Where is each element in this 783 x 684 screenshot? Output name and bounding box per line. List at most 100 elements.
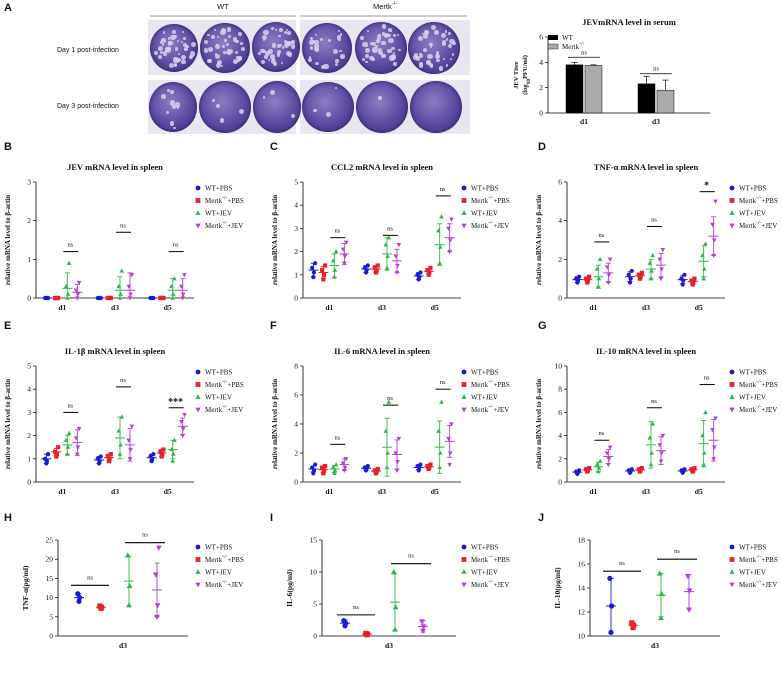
plaque (417, 35, 424, 42)
row-label-day3: Day 3 post-infection (57, 103, 119, 110)
marker-wt-jev (383, 242, 389, 247)
marker-wt-jev (647, 435, 653, 440)
marker-wt-jev (729, 394, 735, 399)
marker-wt-pbs (729, 369, 735, 375)
legend-label: WT+PBS (739, 369, 766, 377)
panel-letter: H (4, 512, 12, 524)
chart-title: IL-1β mRNA level in spleen (65, 346, 166, 356)
marker-wt-jev (700, 252, 705, 258)
plaque (442, 41, 447, 47)
legend-label: Mertk-/-+PBS (739, 379, 778, 389)
y-tick-label: 1 (294, 270, 298, 279)
plaque (279, 43, 283, 47)
marker-wt-jev (649, 268, 654, 273)
plaque (268, 48, 274, 54)
marker-wt-pbs (607, 575, 613, 582)
plaque (431, 24, 437, 30)
marker-wt-pbs (98, 454, 103, 459)
plaque (276, 53, 281, 57)
marker-ko-pbs (54, 452, 60, 457)
marker-ko-jev (340, 247, 346, 252)
y-tick-label: 16 (578, 560, 586, 569)
y-tick-label: 15 (310, 536, 318, 545)
y-axis-label: JEV Titer (513, 61, 520, 89)
panel-letter: C (270, 141, 278, 153)
marker-ko-pbs (587, 465, 592, 471)
marker-wt-jev (332, 274, 337, 279)
marker-ko-jev (660, 433, 666, 439)
plaque (419, 53, 424, 58)
marker-wt-pbs (76, 598, 82, 605)
plaque (315, 61, 319, 66)
marker-wt-jev (597, 256, 603, 262)
x-tick-label: d5 (431, 487, 439, 496)
plaque (178, 53, 181, 56)
marker-wt-jev (330, 258, 336, 263)
marker-ko-jev (729, 223, 735, 229)
marker-wt-pbs (680, 282, 685, 287)
legend-label: Mertk-/-+JEV (205, 220, 243, 230)
marker-ko-jev (129, 424, 135, 429)
marker-wt-jev (648, 276, 654, 281)
y-tick-label: 10 (578, 632, 586, 641)
significance-label: ns (651, 398, 657, 405)
marker-wt-pbs (577, 468, 582, 473)
marker-ko-jev (658, 459, 664, 464)
bar (565, 64, 584, 114)
significance-label: ns (653, 66, 659, 73)
marker-ko-pbs (428, 462, 433, 467)
marker-ko-pbs (158, 449, 163, 454)
plaque (447, 44, 452, 49)
significance-label: ns (598, 430, 604, 437)
plaque (223, 51, 227, 55)
plaque (216, 104, 221, 109)
legend-label: WT+PBS (471, 544, 498, 552)
plaque (418, 53, 422, 56)
marker-wt-jev (170, 458, 175, 463)
y-axis-label: relative mRNA level to β-actin (271, 379, 279, 469)
plaque (436, 58, 440, 63)
marker-wt-jev (436, 228, 441, 233)
marker-wt-pbs (313, 462, 318, 467)
y-tick-label: 6 (294, 391, 298, 400)
legend-label: Mertk-/-+JEV (471, 404, 509, 414)
y-tick-label: 2 (294, 449, 298, 458)
plaque (445, 38, 449, 41)
plaque (174, 47, 179, 52)
chart-H: 0 5 10 15 20 25 TNF-α(pg/ml) d3 ns ns WT+PBS Mertk-… (21, 532, 244, 650)
legend-label: Mertk-/-+PBS (471, 554, 510, 564)
marker-wt-pbs (195, 369, 201, 375)
plaque (287, 52, 293, 58)
plaque (443, 58, 446, 61)
marker-wt-jev (170, 291, 176, 296)
marker-ko-pbs (461, 557, 467, 562)
plaque (379, 51, 384, 56)
plaque (172, 59, 177, 64)
marker-ko-jev (713, 416, 718, 421)
y-tick-label: 0 (313, 632, 317, 641)
marker-wt-jev (437, 260, 442, 265)
y-tick-label: 8 (294, 362, 298, 371)
plaque (360, 36, 364, 40)
plaque (339, 49, 342, 52)
marker-ko-pbs (425, 463, 430, 469)
marker-wt-jev (658, 614, 664, 621)
plaque (326, 112, 332, 118)
marker-wt-pbs (43, 295, 48, 301)
marker-ko-pbs (160, 452, 165, 457)
plaque (279, 28, 283, 33)
chart-E: 0 1 2 3 4 5 IL-1β mRNA level in spleen relative… (4, 346, 244, 496)
marker-wt-pbs (75, 591, 81, 597)
plaque (377, 47, 383, 53)
x-tick-label: d5 (164, 487, 172, 496)
plaque (381, 40, 387, 46)
marker-ko-jev (418, 619, 425, 625)
plaque (234, 51, 238, 55)
plaque (212, 98, 216, 102)
plaque (310, 36, 314, 40)
legend-label: Mertk-/-+PBS (739, 554, 778, 564)
plaque (307, 57, 313, 63)
plaque (159, 50, 163, 54)
marker-wt-jev (649, 450, 654, 455)
plaque (182, 37, 186, 41)
